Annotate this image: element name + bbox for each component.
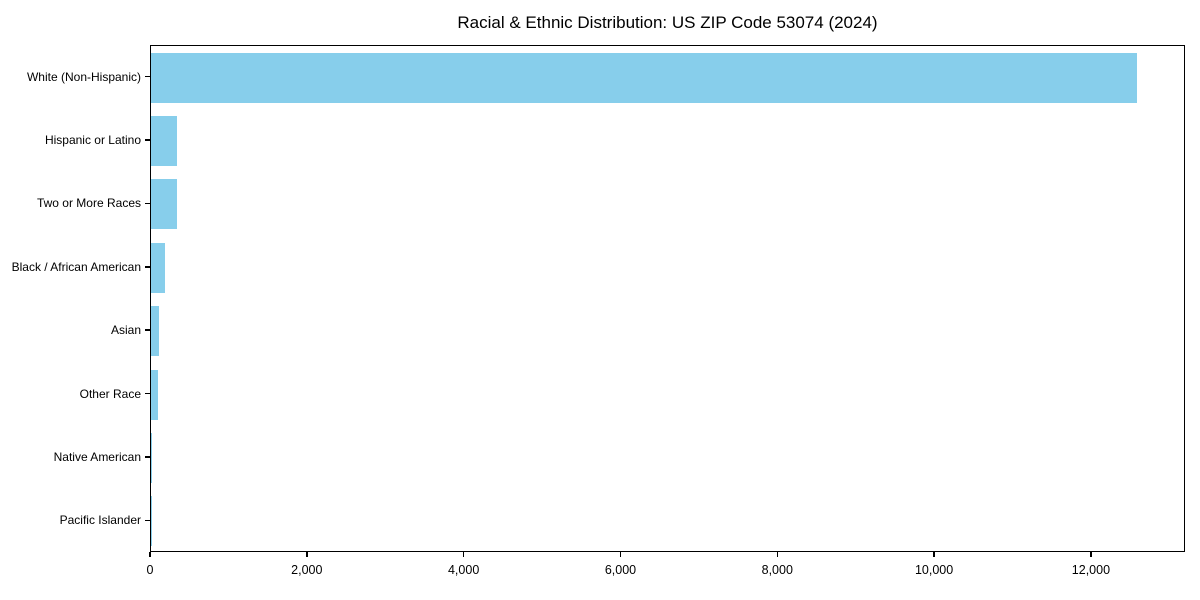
y-tick-label-other-race: Other Race — [79, 386, 141, 401]
x-tick-label-12000: 12,000 — [1071, 563, 1111, 577]
y-tick-white-non-hispanic — [145, 75, 150, 78]
x-tick-2000 — [306, 552, 308, 557]
y-tick-label-white-non-hispanic: White (Non-Hispanic) — [26, 69, 141, 84]
bar-asian — [151, 306, 160, 357]
x-tick-label-10000: 10,000 — [914, 563, 954, 577]
x-tick-label-6000: 6,000 — [604, 563, 637, 577]
bar-other-race — [151, 369, 159, 420]
x-tick-label-4000: 4,000 — [447, 563, 480, 577]
y-tick-label-hispanic-or-latino: Hispanic or Latino — [44, 133, 141, 148]
y-tick-hispanic-or-latino — [145, 139, 150, 141]
bar-native-american — [151, 432, 153, 483]
y-tick-native-american — [145, 456, 150, 458]
x-tick-label-8000: 8,000 — [761, 563, 793, 577]
y-tick-black-african-american — [145, 266, 150, 268]
y-tick-two-or-more-races — [145, 202, 150, 205]
y-tick-asian — [145, 329, 150, 331]
bar-two-or-more-races — [151, 179, 177, 230]
x-tick-6000 — [619, 552, 622, 557]
y-tick-label-native-american: Native American — [53, 449, 141, 464]
plot-area — [150, 45, 1185, 552]
y-tick-label-black-african-american: Black / African American — [11, 259, 141, 274]
y-tick-other-race — [145, 392, 150, 395]
bar-hispanic-or-latino — [151, 116, 178, 167]
y-tick-label-asian: Asian — [110, 323, 141, 338]
x-tick-12000 — [1090, 552, 1092, 557]
x-tick-8000 — [776, 552, 779, 557]
y-tick-pacific-islander — [145, 519, 150, 522]
y-tick-label-two-or-more-races: Two or More Races — [36, 196, 141, 211]
chart-title: Racial & Ethnic Distribution: US ZIP Cod… — [457, 13, 878, 32]
x-tick-0 — [149, 552, 151, 557]
bar-black-african-american — [151, 242, 166, 293]
x-tick-4000 — [462, 552, 465, 557]
x-tick-label-2000: 2,000 — [291, 563, 323, 577]
bar-white-non-hispanic — [151, 52, 1138, 103]
x-tick-label-0: 0 — [146, 563, 154, 577]
x-tick-10000 — [933, 552, 935, 557]
y-tick-label-pacific-islander: Pacific Islander — [59, 513, 141, 528]
